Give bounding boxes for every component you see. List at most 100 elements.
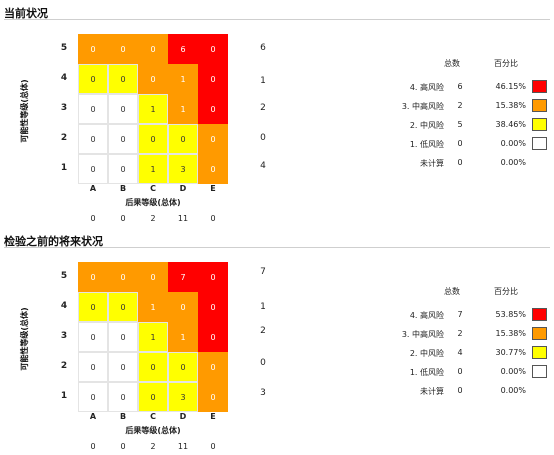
matrix-cell[interactable]: 0 xyxy=(168,352,198,382)
matrix-cell[interactable]: 0 xyxy=(138,34,168,64)
row-total: 7 xyxy=(260,267,266,277)
col-total: 0 xyxy=(210,442,216,451)
matrix-cell[interactable]: 0 xyxy=(78,292,108,322)
row-total: 1 xyxy=(260,76,266,86)
matrix-cell[interactable]: 1 xyxy=(138,292,168,322)
matrix-cell[interactable]: 0 xyxy=(78,262,108,292)
matrix-cell[interactable]: 0 xyxy=(108,322,138,352)
legend-count: 0 xyxy=(457,386,463,395)
col-total: 11 xyxy=(177,214,189,223)
title-divider xyxy=(4,19,550,20)
legend-count: 7 xyxy=(457,310,463,319)
y-axis-label: 可能性等级(总体) xyxy=(20,307,29,371)
matrix-cell[interactable]: 0 xyxy=(78,124,108,154)
legend-percent: 38.46% xyxy=(495,120,526,129)
legend-percent-header: 百分比 xyxy=(494,287,518,296)
row-level-2: 2 xyxy=(60,361,68,371)
matrix-cell[interactable]: 0 xyxy=(198,292,228,322)
legend-label: 1. 低风险 xyxy=(409,140,444,149)
col-total: 2 xyxy=(150,442,156,451)
col-total: 0 xyxy=(120,442,126,451)
matrix-cell[interactable]: 0 xyxy=(108,124,138,154)
col-level: B xyxy=(119,184,127,193)
matrix-cell[interactable]: 0 xyxy=(198,154,228,184)
matrix-cell[interactable]: 0 xyxy=(108,64,138,94)
matrix-cell[interactable]: 0 xyxy=(198,34,228,64)
matrix-cell[interactable]: 0 xyxy=(138,352,168,382)
matrix-cell[interactable]: 3 xyxy=(168,382,198,412)
col-level: E xyxy=(210,412,216,421)
legend-swatch xyxy=(532,346,547,359)
matrix-cell[interactable]: 0 xyxy=(108,262,138,292)
legend-swatch xyxy=(532,137,547,150)
matrix-cell[interactable]: 0 xyxy=(138,64,168,94)
col-level: E xyxy=(210,184,216,193)
row-level-1: 1 xyxy=(60,391,68,401)
section-title: 检验之前的将来状况 xyxy=(4,235,103,248)
matrix-cell[interactable]: 1 xyxy=(168,322,198,352)
matrix-cell[interactable]: 1 xyxy=(138,154,168,184)
legend-swatch xyxy=(532,99,547,112)
matrix-cell[interactable]: 0 xyxy=(168,124,198,154)
matrix-cell[interactable]: 1 xyxy=(168,94,198,124)
matrix-cell[interactable]: 0 xyxy=(78,64,108,94)
legend-swatch xyxy=(532,80,547,93)
col-total: 0 xyxy=(120,214,126,223)
matrix-cell[interactable]: 0 xyxy=(78,352,108,382)
legend-label: 3. 中高风险 xyxy=(401,330,444,339)
legend-percent: 46.15% xyxy=(495,82,526,91)
matrix-cell[interactable]: 0 xyxy=(78,154,108,184)
matrix-cell[interactable]: 0 xyxy=(108,382,138,412)
row-level-5: 5 xyxy=(60,43,68,53)
matrix-cell[interactable]: 0 xyxy=(198,382,228,412)
row-total: 4 xyxy=(260,161,266,171)
current-status-section: 当前状况 可能性等级(总体) 5 4 3 2 1 0 0 0 6 0 0 0 0… xyxy=(0,0,554,227)
col-total: 2 xyxy=(150,214,156,223)
matrix-cell[interactable]: 0 xyxy=(108,154,138,184)
matrix-cell[interactable]: 0 xyxy=(108,292,138,322)
legend-swatch xyxy=(532,308,547,321)
legend-percent: 53.85% xyxy=(495,310,526,319)
row-level-5: 5 xyxy=(60,271,68,281)
matrix-cell[interactable]: 0 xyxy=(198,322,228,352)
legend-row-medium-high: 3. 中高风险 2 15.38% xyxy=(352,325,552,342)
matrix-cell[interactable]: 1 xyxy=(168,64,198,94)
matrix-cell[interactable]: 3 xyxy=(168,154,198,184)
matrix-cell[interactable]: 0 xyxy=(138,382,168,412)
matrix-cell[interactable]: 0 xyxy=(198,64,228,94)
legend-label: 3. 中高风险 xyxy=(401,102,444,111)
matrix-cell[interactable]: 0 xyxy=(78,322,108,352)
legend-percent: 0.00% xyxy=(500,386,526,395)
row-level-2: 2 xyxy=(60,133,68,143)
matrix-cell[interactable]: 0 xyxy=(138,124,168,154)
matrix-cell[interactable]: 0 xyxy=(78,382,108,412)
row-total: 2 xyxy=(260,326,266,336)
legend-count: 0 xyxy=(457,158,463,167)
x-axis-levels: A B C D E xyxy=(78,184,228,193)
matrix-cell[interactable]: 0 xyxy=(198,124,228,154)
legend-percent: 0.00% xyxy=(500,158,526,167)
matrix-cell[interactable]: 0 xyxy=(108,352,138,382)
legend-swatch xyxy=(532,365,547,378)
matrix-cell[interactable]: 0 xyxy=(108,34,138,64)
matrix-cell[interactable]: 0 xyxy=(108,94,138,124)
matrix-cell[interactable]: 0 xyxy=(198,352,228,382)
legend-row-medium: 2. 中风险 4 30.77% xyxy=(352,344,552,361)
matrix-cell[interactable]: 0 xyxy=(78,34,108,64)
risk-matrix: 0 0 0 7 0 0 0 1 0 0 0 0 1 1 0 0 0 0 0 0 … xyxy=(78,262,228,412)
legend-count-header: 总数 xyxy=(444,59,460,68)
legend-count-header: 总数 xyxy=(444,287,460,296)
matrix-cell[interactable]: 0 xyxy=(168,292,198,322)
matrix-cell[interactable]: 0 xyxy=(138,262,168,292)
legend-row-uncalculated: 未计算 0 0.00% xyxy=(352,154,552,171)
matrix-cell[interactable]: 7 xyxy=(168,262,198,292)
legend-count: 5 xyxy=(457,120,463,129)
matrix-cell[interactable]: 0 xyxy=(198,94,228,124)
matrix-cell[interactable]: 1 xyxy=(138,322,168,352)
matrix-cell[interactable]: 0 xyxy=(198,262,228,292)
legend-row-medium: 2. 中风险 5 38.46% xyxy=(352,116,552,133)
matrix-cell[interactable]: 1 xyxy=(138,94,168,124)
matrix-cell[interactable]: 0 xyxy=(78,94,108,124)
matrix-cell[interactable]: 6 xyxy=(168,34,198,64)
legend-count: 2 xyxy=(457,101,463,110)
